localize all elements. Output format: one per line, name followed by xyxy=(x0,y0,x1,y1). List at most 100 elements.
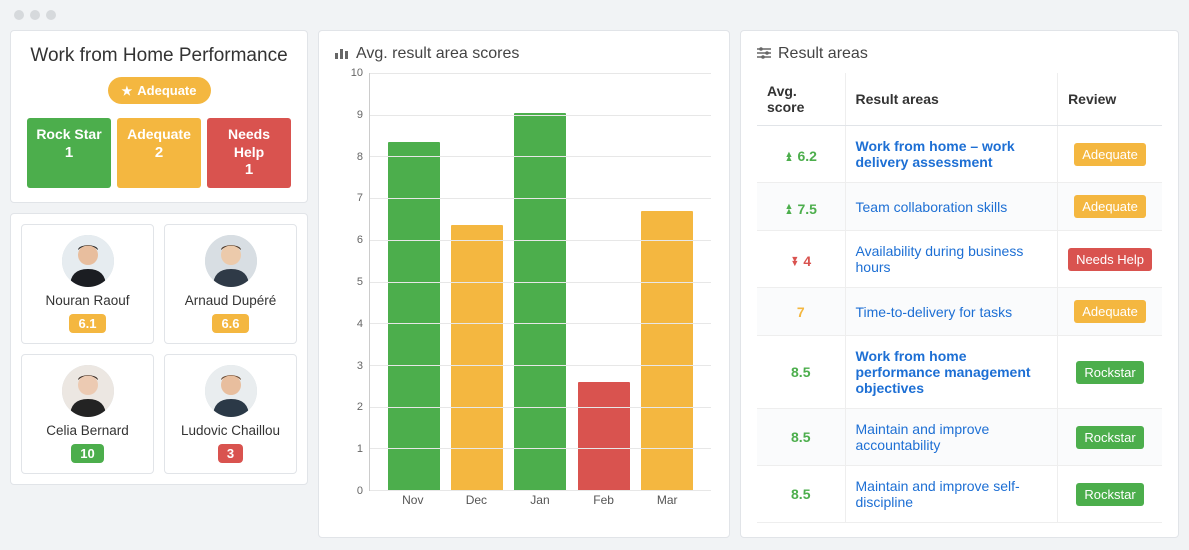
y-tick-label: 4 xyxy=(335,318,363,330)
trend-up-icon: ▲▲ xyxy=(785,204,794,213)
status-count: 1 xyxy=(211,161,287,180)
status-count: 2 xyxy=(121,144,197,163)
gridline xyxy=(370,365,711,366)
left-column: Work from Home Performance ★ Adequate Ro… xyxy=(10,30,308,538)
chart-plot xyxy=(369,73,711,491)
person-score-badge: 10 xyxy=(71,444,103,463)
window-chrome xyxy=(0,0,1189,24)
performance-title: Work from Home Performance xyxy=(27,45,291,67)
person-card[interactable]: Arnaud Dupéré 6.6 xyxy=(164,224,297,344)
bar-chart-icon xyxy=(335,46,349,62)
table-row: ▲▲ 6.2 Work from home – work delivery ass… xyxy=(757,126,1162,183)
avg-score: 7 xyxy=(797,304,805,320)
status-box[interactable]: Needs Help1 xyxy=(207,118,291,188)
y-tick-label: 8 xyxy=(335,151,363,163)
avg-score: ▲▲ 6.2 xyxy=(785,148,817,164)
avatar xyxy=(205,235,257,287)
y-tick-label: 5 xyxy=(335,276,363,288)
gridline xyxy=(370,282,711,283)
review-badge: Rockstar xyxy=(1076,426,1143,449)
person-card[interactable]: Nouran Raouf6.1 xyxy=(21,224,154,344)
review-badge: Adequate xyxy=(1074,143,1146,166)
traffic-lights xyxy=(14,10,1175,20)
gridline xyxy=(370,115,711,116)
y-axis: 012345678910 xyxy=(335,73,365,491)
person-name: Celia Bernard xyxy=(28,423,147,438)
dot xyxy=(46,10,56,20)
x-tick-label: Jan xyxy=(514,493,566,513)
bar[interactable] xyxy=(451,225,503,490)
y-tick-label: 9 xyxy=(335,109,363,121)
gridline xyxy=(370,323,711,324)
gridline xyxy=(370,198,711,199)
performance-summary-card: Work from Home Performance ★ Adequate Ro… xyxy=(10,30,308,203)
status-count: 1 xyxy=(31,144,107,163)
result-areas-heading: Result areas xyxy=(757,45,1162,63)
status-boxes: Rock Star1Adequate2Needs Help1 xyxy=(27,118,291,188)
bar[interactable] xyxy=(514,113,566,490)
gridline xyxy=(370,490,711,491)
y-tick-label: 3 xyxy=(335,360,363,372)
gridline xyxy=(370,240,711,241)
x-tick-label: Feb xyxy=(578,493,630,513)
y-tick-label: 2 xyxy=(335,401,363,413)
avg-score: ▲▲ 7.5 xyxy=(785,201,817,217)
col-review[interactable]: Review xyxy=(1058,73,1162,126)
y-tick-label: 10 xyxy=(335,67,363,79)
review-badge: Rockstar xyxy=(1076,483,1143,506)
dot xyxy=(14,10,24,20)
person-card[interactable]: Celia Bernard 10 xyxy=(21,354,154,474)
y-tick-label: 1 xyxy=(335,443,363,455)
gridline xyxy=(370,448,711,449)
gridline xyxy=(370,407,711,408)
y-tick-label: 7 xyxy=(335,192,363,204)
table-row: 8.5Maintain and improve self-disciplineR… xyxy=(757,466,1162,523)
people-grid: Nouran Raouf6.1 Arnaud Dupéré 6.6 Celia Ber… xyxy=(21,224,297,474)
person-score-badge: 3 xyxy=(218,444,243,463)
status-box[interactable]: Adequate 2 xyxy=(117,118,201,188)
chart-area: 012345678910 NovDecJanFebMar xyxy=(335,73,713,513)
x-tick-label: Nov xyxy=(387,493,439,513)
table-row: 8.5Maintain and improve accountabilityRo… xyxy=(757,409,1162,466)
col-avg-score[interactable]: Avg. score xyxy=(757,73,845,126)
person-name: Arnaud Dupéré xyxy=(171,293,290,308)
table-row: 7 Time-to-delivery for tasks Adequate xyxy=(757,288,1162,336)
table-header-row: Avg. score Result areas Review xyxy=(757,73,1162,126)
result-area-link[interactable]: Work from home performance management ob… xyxy=(856,348,1031,396)
overall-rating-chip[interactable]: ★ Adequate xyxy=(108,77,211,104)
result-area-link[interactable]: Work from home – work delivery assessmen… xyxy=(856,138,1015,170)
people-card: Nouran Raouf6.1 Arnaud Dupéré 6.6 Celia Ber… xyxy=(10,213,308,485)
chart-card: Avg. result area scores 012345678910 Nov… xyxy=(318,30,730,538)
bar[interactable] xyxy=(578,382,630,490)
x-axis-labels: NovDecJanFebMar xyxy=(369,493,711,513)
status-label: Adequate xyxy=(127,126,191,142)
person-score-badge: 6.1 xyxy=(69,314,105,333)
result-area-link[interactable]: Time-to-delivery for tasks xyxy=(856,304,1013,320)
review-badge: Rockstar xyxy=(1076,361,1143,384)
status-box[interactable]: Rock Star 1 xyxy=(27,118,111,188)
col-result-areas[interactable]: Result areas xyxy=(845,73,1058,126)
star-icon: ★ xyxy=(122,84,133,98)
avg-score: 8.5 xyxy=(791,364,810,380)
x-tick-label: Dec xyxy=(450,493,502,513)
person-score-badge: 6.6 xyxy=(212,314,248,333)
review-badge: Adequate xyxy=(1074,300,1146,323)
status-label: Needs Help xyxy=(228,126,270,160)
status-label: Rock Star xyxy=(36,126,101,142)
dot xyxy=(30,10,40,20)
person-name: Ludovic Chaillou xyxy=(171,423,290,438)
result-area-link[interactable]: Team collaboration skills xyxy=(856,199,1008,215)
table-row: 8.5 Work from home performance management… xyxy=(757,336,1162,409)
trend-up-icon: ▲▲ xyxy=(785,152,794,161)
trend-down-icon: ▼▼ xyxy=(790,257,799,266)
result-area-link[interactable]: Availability during business hours xyxy=(856,243,1024,275)
result-area-link[interactable]: Maintain and improve self-discipline xyxy=(856,478,1020,510)
gridline xyxy=(370,73,711,74)
avatar xyxy=(62,365,114,417)
dashboard: Work from Home Performance ★ Adequate Ro… xyxy=(0,24,1189,550)
person-card[interactable]: Ludovic Chaillou 3 xyxy=(164,354,297,474)
result-area-link[interactable]: Maintain and improve accountability xyxy=(856,421,990,453)
overall-chip-row: ★ Adequate xyxy=(27,77,291,104)
bar[interactable] xyxy=(388,142,440,490)
chart-heading-text: Avg. result area scores xyxy=(356,45,519,63)
